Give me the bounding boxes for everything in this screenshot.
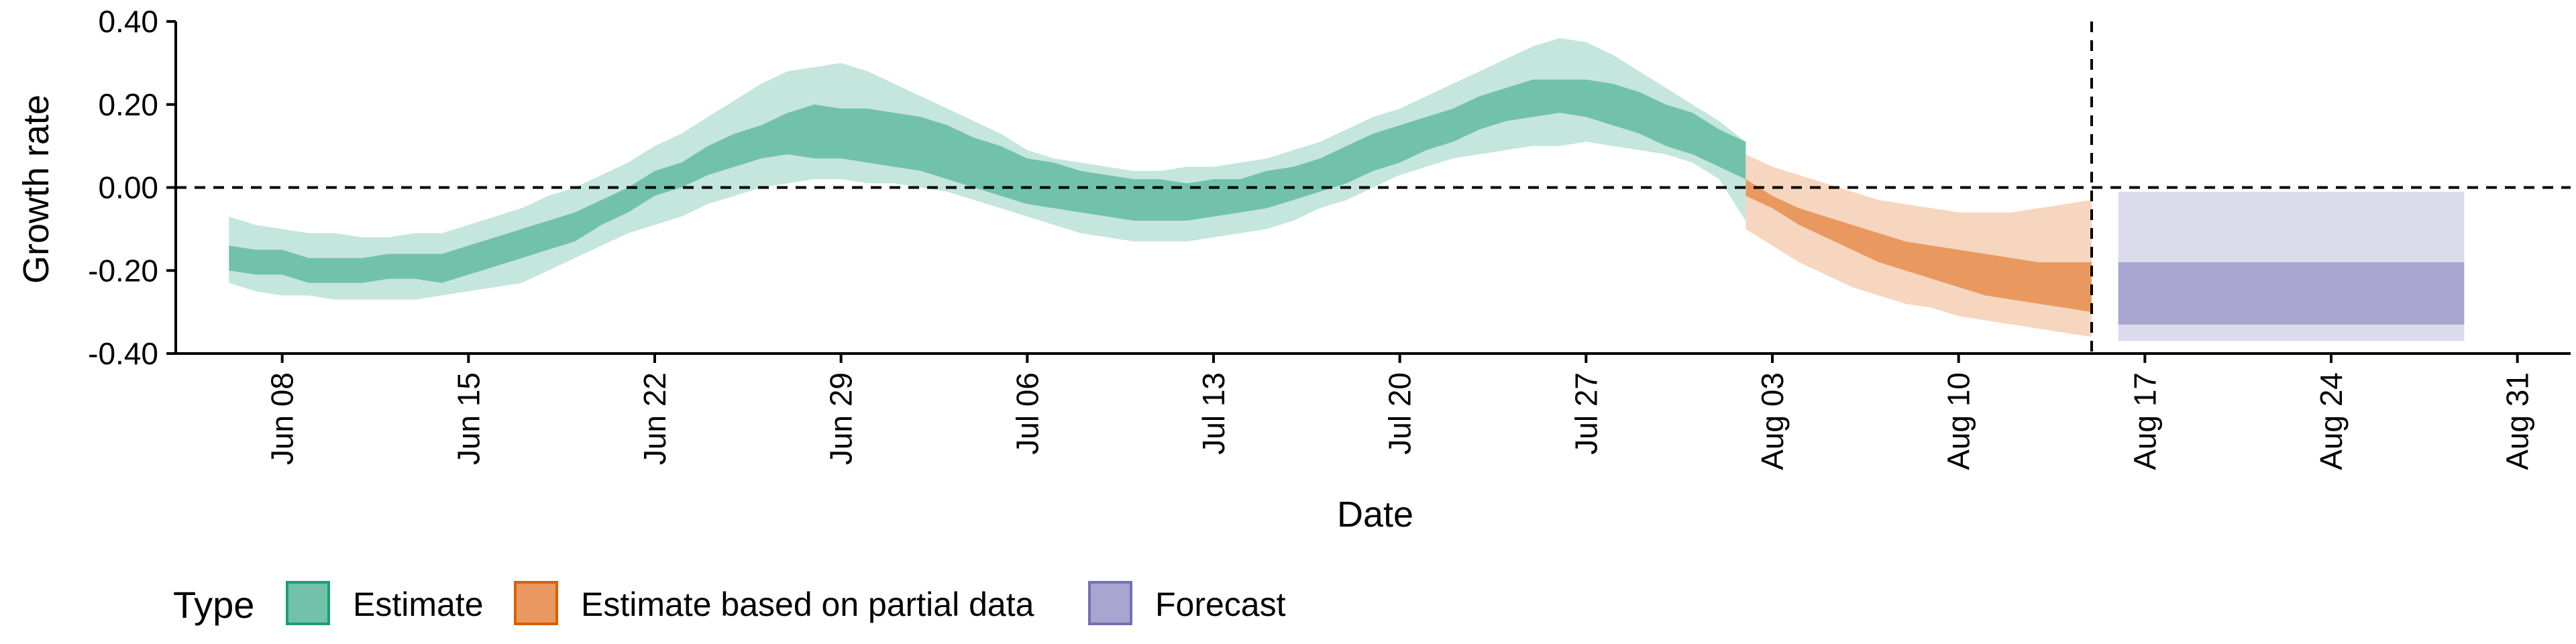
legend-title: Type [173,584,254,626]
x-tick-label: Jul 27 [1568,372,1603,455]
y-tick-label: -0.40 [88,336,158,371]
axes: -0.40 -0.20 0.00 0.20 0.40 Jun 08 Jun 15 Jun 22… [88,4,2571,470]
reference-lines [176,21,2571,354]
legend-key-estimate [286,581,330,625]
legend-label-estimate-based-on-partial-data: Estimate based on partial data [581,586,1034,623]
legend-key-forecast [1088,581,1132,625]
x-axis-title: Date [1337,494,1413,535]
x-tick-label: Aug 31 [2500,372,2535,470]
x-tick-label: Jun 29 [824,372,859,465]
x-tick-label: Aug 24 [2314,372,2349,470]
y-tick-label: 0.40 [98,4,158,39]
series-estimate-inner-band [229,79,1746,283]
x-tick-label: Jun 08 [265,372,300,465]
x-tick-label: Aug 10 [1941,372,1976,470]
series-forecast [2118,191,2465,341]
series-forecast-inner-band [2118,262,2465,325]
x-tick-label: Jul 20 [1383,372,1417,455]
x-tick-label: Aug 17 [2127,372,2162,470]
series-estimate [229,38,1746,300]
series-estimate-based-on-partial-data [1746,154,2092,337]
x-tick-label: Jul 13 [1196,372,1231,455]
x-tick-label: Jul 06 [1010,372,1044,455]
legend-label-estimate: Estimate [353,586,484,623]
series-layer [229,38,2465,341]
y-tick-label: -0.20 [88,253,158,288]
x-tick-label: Jun 22 [637,372,672,465]
x-tick-label: Jun 15 [451,372,486,465]
legend-label-forecast: Forecast [1155,586,1286,623]
y-tick-label: 0.00 [98,170,158,205]
x-tick-label: Aug 03 [1755,372,1790,470]
legend: Type Estimate Estimate based on partial d… [173,581,1286,626]
legend-key-estimate-based-on-partial-data [514,581,558,625]
series-estimate-based-on-partial-data-inner-band [1746,179,2092,313]
y-axis-title: Growth rate [16,95,56,284]
y-tick-label: 0.20 [98,87,158,122]
